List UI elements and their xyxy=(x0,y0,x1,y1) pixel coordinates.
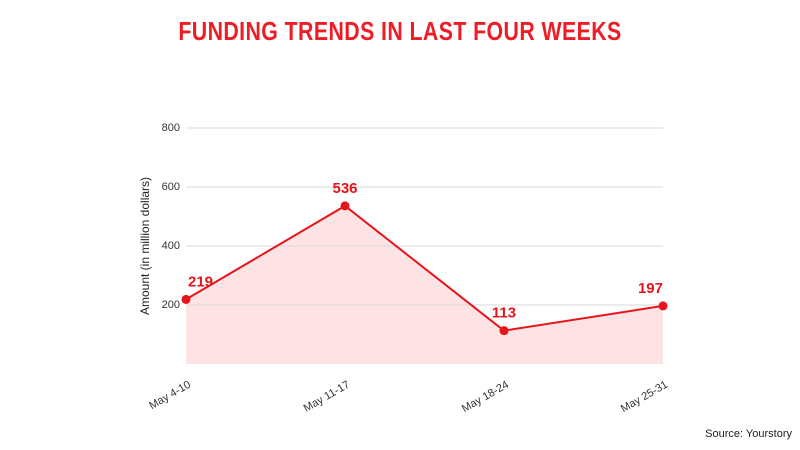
chart-title: FUNDING TRENDS IN LAST FOUR WEEKS xyxy=(178,17,621,47)
source: Source: Yourstory xyxy=(705,428,792,440)
data-label: 219 xyxy=(188,273,213,290)
data-label: 113 xyxy=(492,305,516,322)
y-axis-title: Amount (in million dollars) xyxy=(138,177,152,315)
marker xyxy=(658,301,668,311)
area xyxy=(186,205,663,364)
line xyxy=(185,204,664,332)
x-tick-label: May 18-24 xyxy=(460,379,511,415)
x-tick-label: May 11-17 xyxy=(302,379,352,415)
y-tick-label: 600 xyxy=(162,181,180,193)
y-tick-label: 400 xyxy=(162,240,180,252)
marker xyxy=(181,294,191,304)
x-tick-label: May 4-10 xyxy=(147,379,193,412)
y-tick-label: 200 xyxy=(162,299,180,311)
marker xyxy=(340,201,350,211)
y-tick-label: 800 xyxy=(162,122,180,134)
marker xyxy=(499,326,509,336)
data-label: 197 xyxy=(638,280,663,297)
data-label: 536 xyxy=(332,180,357,197)
x-tick-label: May 25-31 xyxy=(619,379,670,415)
